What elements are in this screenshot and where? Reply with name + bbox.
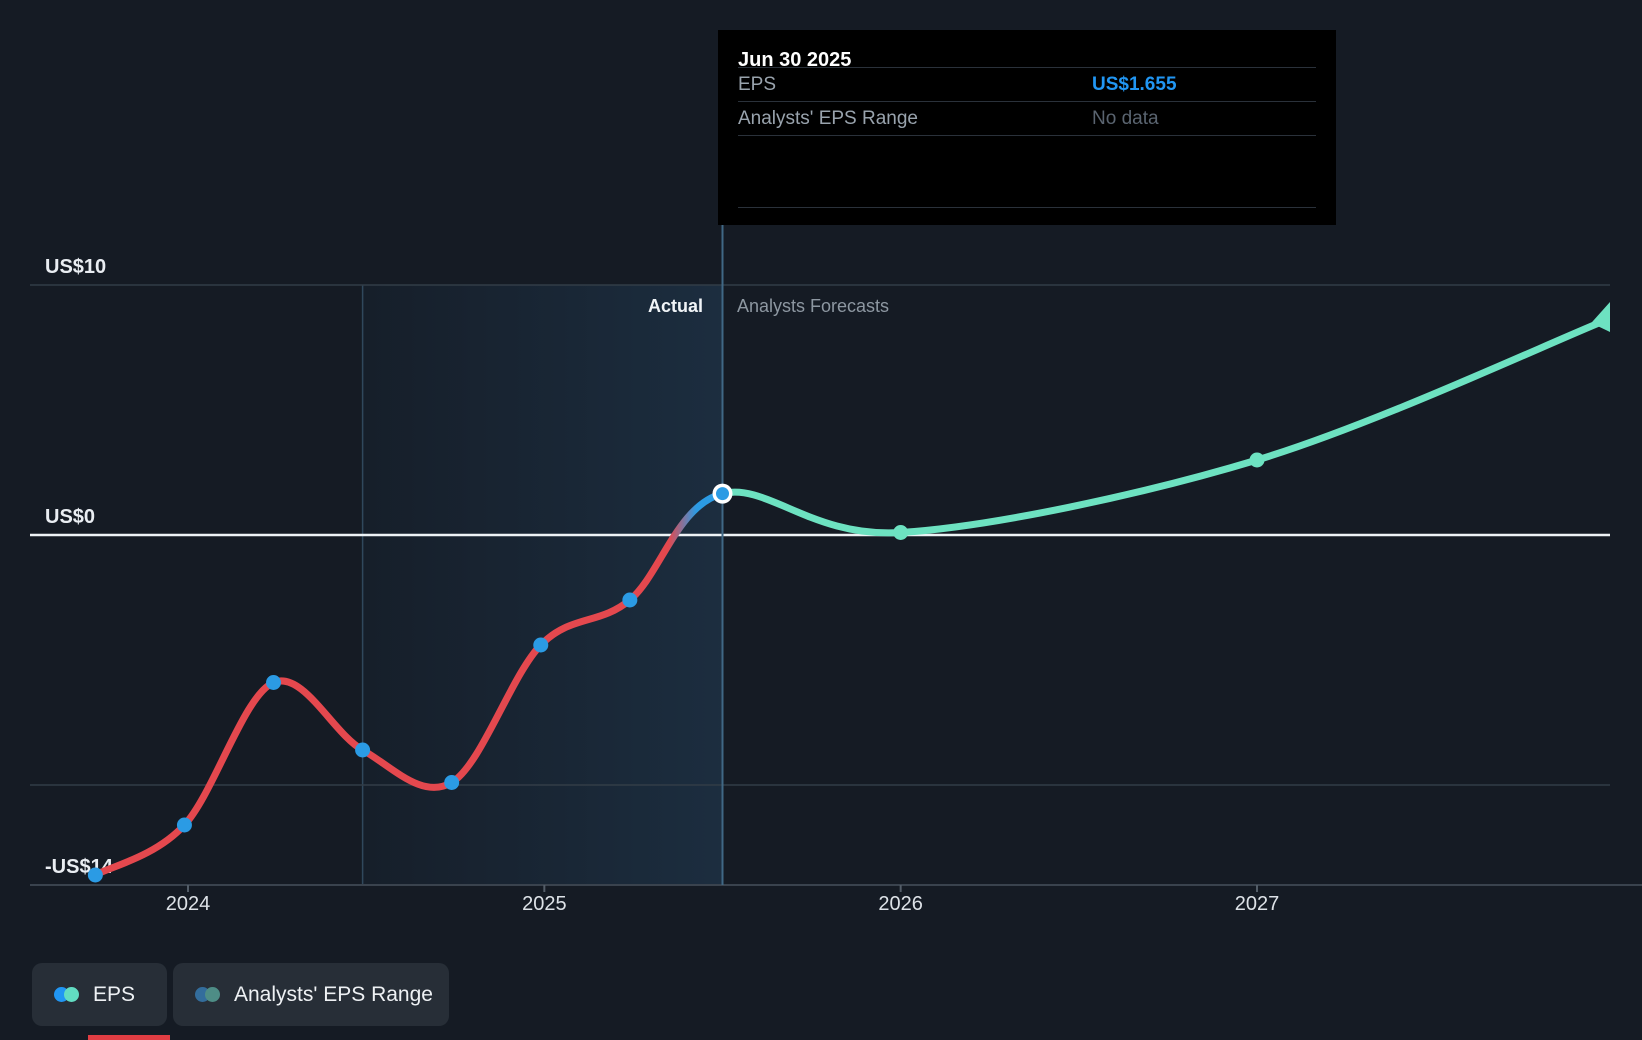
eps-forecast-line <box>719 316 1610 537</box>
x-tick-label: 2024 <box>166 893 211 915</box>
tooltip-label-eps: EPS <box>738 74 777 95</box>
actual-label: Actual <box>647 296 703 316</box>
highlight-band <box>362 285 723 885</box>
tooltip-row-eps: EPS US$1.655 <box>738 68 1316 102</box>
legend-label-analysts-range: Analysts' EPS Range <box>234 982 433 1006</box>
legend-item-analysts-range[interactable]: Analysts' EPS Range <box>173 963 449 1026</box>
forecast-data-point[interactable] <box>893 525 909 540</box>
forecast-data-point[interactable] <box>1249 452 1265 468</box>
y-axis-label: US$0 <box>45 506 95 528</box>
eps-legend-dots-icon <box>54 987 79 1002</box>
legend-item-eps[interactable]: EPS <box>32 963 167 1026</box>
eps-data-point[interactable] <box>87 867 103 883</box>
tooltip-label-range: Analysts' EPS Range <box>738 108 918 129</box>
chart-tooltip: Jun 30 2025 EPS US$1.655 Analysts' EPS R… <box>718 30 1336 225</box>
eps-data-point[interactable] <box>355 742 371 758</box>
eps-data-point[interactable] <box>533 637 549 653</box>
tooltip-bottom-divider <box>738 207 1316 208</box>
eps-data-point[interactable] <box>622 592 638 608</box>
tooltip-title: Jun 30 2025 <box>738 30 1316 71</box>
eps-data-point[interactable] <box>444 775 460 790</box>
range-legend-dots-icon <box>195 987 220 1002</box>
x-tick-label: 2027 <box>1235 893 1280 915</box>
tooltip-value-range: No data <box>1092 108 1159 129</box>
y-axis-label: US$10 <box>45 256 106 278</box>
eps-data-point[interactable] <box>266 675 282 690</box>
bottom-red-bar <box>88 1035 170 1040</box>
x-tick-label: 2026 <box>878 893 923 915</box>
tooltip-row-range: Analysts' EPS Range No data <box>738 102 1316 136</box>
forecast-end-arrow-icon <box>1591 302 1610 332</box>
forecast-label: Analysts Forecasts <box>737 296 890 316</box>
eps-data-point[interactable] <box>176 817 192 833</box>
current-eps-point[interactable] <box>715 487 729 501</box>
x-tick-label: 2025 <box>522 893 567 915</box>
tooltip-value-eps: US$1.655 <box>1092 74 1177 95</box>
legend-label-eps: EPS <box>93 982 136 1006</box>
